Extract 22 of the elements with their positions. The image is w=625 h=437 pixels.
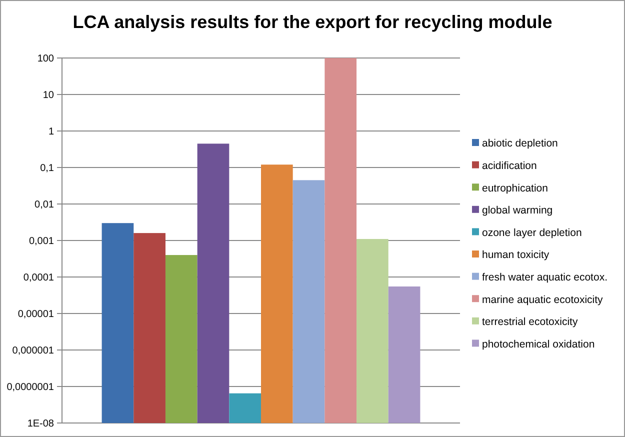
legend-label: terrestrial ecotoxicity (482, 316, 578, 328)
legend-label: acidification (482, 160, 538, 172)
y-tick-label: 0,00001 (18, 309, 54, 320)
y-tick-label: 0,1 (40, 163, 54, 174)
legend-label: fresh water aquatic ecotox. (482, 271, 608, 284)
y-tick-label: 10 (42, 90, 54, 101)
chart-title: LCA analysis results for the export for recycling module (72, 12, 552, 32)
y-tick-label: 1 (48, 126, 54, 138)
legend-label: ozone layer depletion (482, 226, 582, 239)
legend-label: photochemical oxidation (482, 338, 595, 350)
legend-label: abiotic depletion (482, 138, 558, 150)
y-tick-label: 0,0000001 (6, 382, 54, 393)
y-tick-label: 0,001 (28, 236, 54, 247)
legend-label: marine aquatic ecotoxicity (482, 294, 604, 306)
legend-label: global warming (482, 204, 553, 217)
y-tick-label: 100 (37, 54, 54, 64)
y-tick-label: 0,0001 (23, 272, 54, 284)
y-tick-label: 0,000001 (12, 346, 54, 356)
legend-label: human toxicity (482, 249, 550, 262)
y-tick-label: 1E-08 (27, 418, 54, 430)
legend-label: eutrophication (482, 182, 548, 194)
y-tick-label: 0,01 (34, 200, 54, 210)
